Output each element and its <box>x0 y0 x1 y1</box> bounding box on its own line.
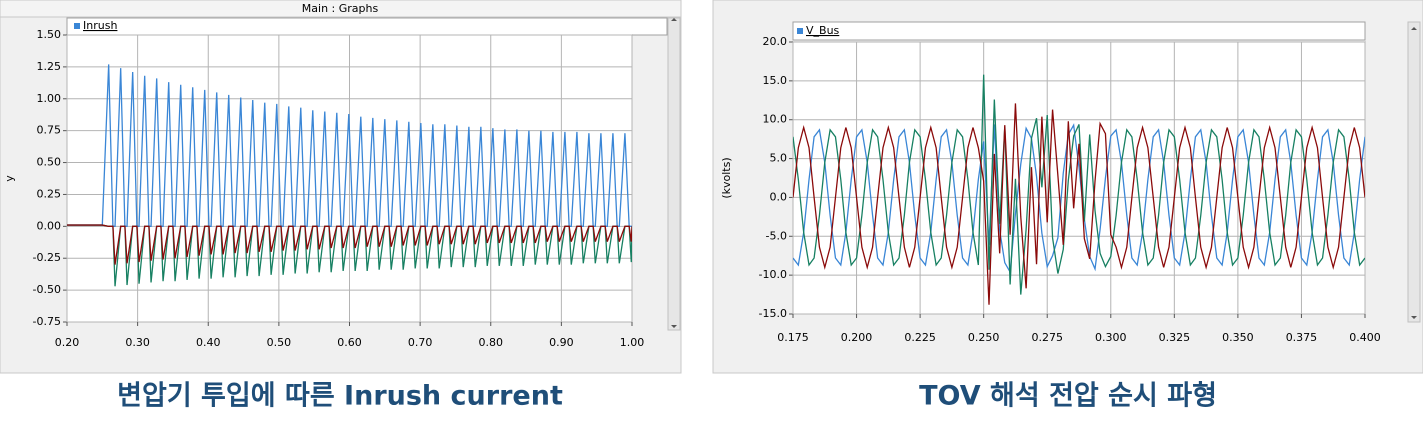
x-tick-label: 0.20 <box>55 336 80 349</box>
y-tick-label: -0.75 <box>33 315 61 328</box>
scrollbar[interactable] <box>1407 21 1421 323</box>
plot-area <box>792 41 1366 315</box>
legend-swatch <box>74 23 80 29</box>
y-tick-label: 1.25 <box>37 60 62 73</box>
x-tick-label: 0.375 <box>1286 331 1318 344</box>
x-tick-label: 0.40 <box>196 336 221 349</box>
y-tick-label: 10.0 <box>763 113 788 126</box>
y-axis-label: (kvolts) <box>720 157 733 198</box>
legend-bar <box>66 17 668 36</box>
waveform <box>793 74 1365 295</box>
x-tick-label: 0.325 <box>1159 331 1191 344</box>
x-tick-label: 0.90 <box>549 336 574 349</box>
x-tick-label: 1.00 <box>620 336 645 349</box>
legend-label: Inrush <box>83 19 117 32</box>
y-tick-label: -0.50 <box>33 283 61 296</box>
y-tick-label: 15.0 <box>763 74 788 87</box>
x-tick-label: 0.250 <box>968 331 1000 344</box>
y-tick-label: 5.0 <box>770 152 788 165</box>
x-tick-label: 0.175 <box>777 331 809 344</box>
x-tick-label: 0.200 <box>841 331 873 344</box>
scrollbar[interactable] <box>667 17 681 331</box>
window-title: Main : Graphs <box>302 2 379 15</box>
y-tick-label: 0.75 <box>37 124 62 137</box>
y-tick-label: 0.25 <box>37 187 62 200</box>
waveform <box>67 64 632 227</box>
y-tick-label: 1.50 <box>37 28 62 41</box>
y-tick-label: 0.50 <box>37 156 62 169</box>
x-tick-label: 0.225 <box>904 331 936 344</box>
x-tick-label: 0.50 <box>267 336 292 349</box>
legend-bar <box>792 21 1366 41</box>
x-tick-label: 0.80 <box>479 336 504 349</box>
y-tick-label: 0.00 <box>37 219 62 232</box>
y-tick-label: -15.0 <box>759 307 787 320</box>
x-tick-label: 0.60 <box>337 336 362 349</box>
x-tick-label: 0.275 <box>1031 331 1063 344</box>
x-tick-label: 0.30 <box>125 336 150 349</box>
x-tick-label: 0.350 <box>1222 331 1254 344</box>
x-tick-label: 0.400 <box>1349 331 1381 344</box>
waveform <box>67 224 632 265</box>
x-tick-label: 0.300 <box>1095 331 1127 344</box>
x-tick-label: 0.70 <box>408 336 433 349</box>
waveform <box>67 224 632 287</box>
y-axis-label: y <box>3 175 16 182</box>
caption: TOV 해석 전압 순시 파형 <box>919 381 1217 412</box>
y-tick-label: 20.0 <box>763 35 788 48</box>
y-tick-label: 1.00 <box>37 92 62 105</box>
title-bar <box>0 0 682 18</box>
waveform <box>793 103 1365 305</box>
y-tick-label: -5.0 <box>766 229 787 242</box>
caption: 변압기 투입에 따른 Inrush current <box>117 381 563 412</box>
legend-swatch <box>797 28 803 34</box>
y-tick-label: -0.25 <box>33 251 61 264</box>
y-tick-label: 0.0 <box>770 190 788 203</box>
legend-label: V_Bus <box>806 24 840 37</box>
y-tick-label: -10.0 <box>759 268 787 281</box>
